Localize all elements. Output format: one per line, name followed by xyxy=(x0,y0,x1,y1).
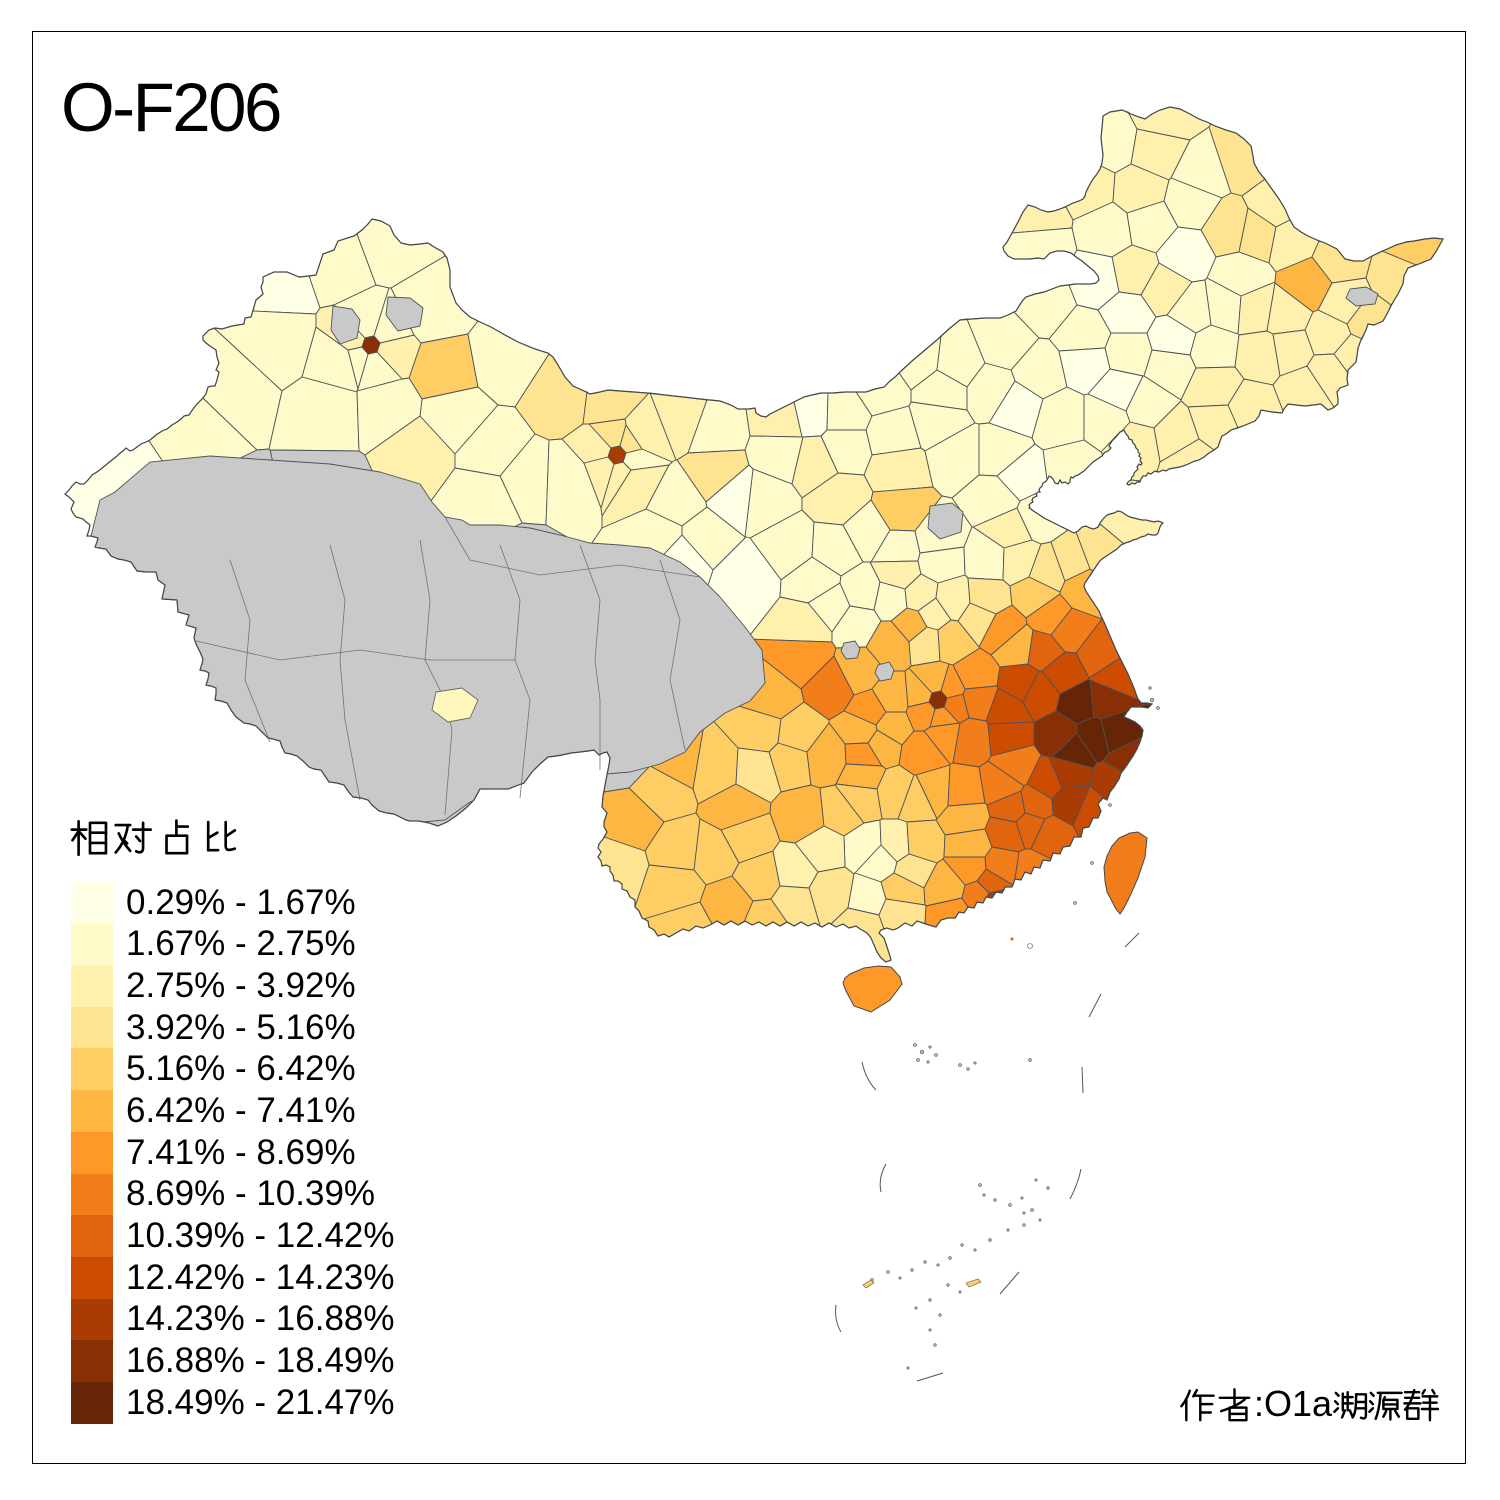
svg-text::O1a: :O1a xyxy=(1254,1383,1333,1424)
